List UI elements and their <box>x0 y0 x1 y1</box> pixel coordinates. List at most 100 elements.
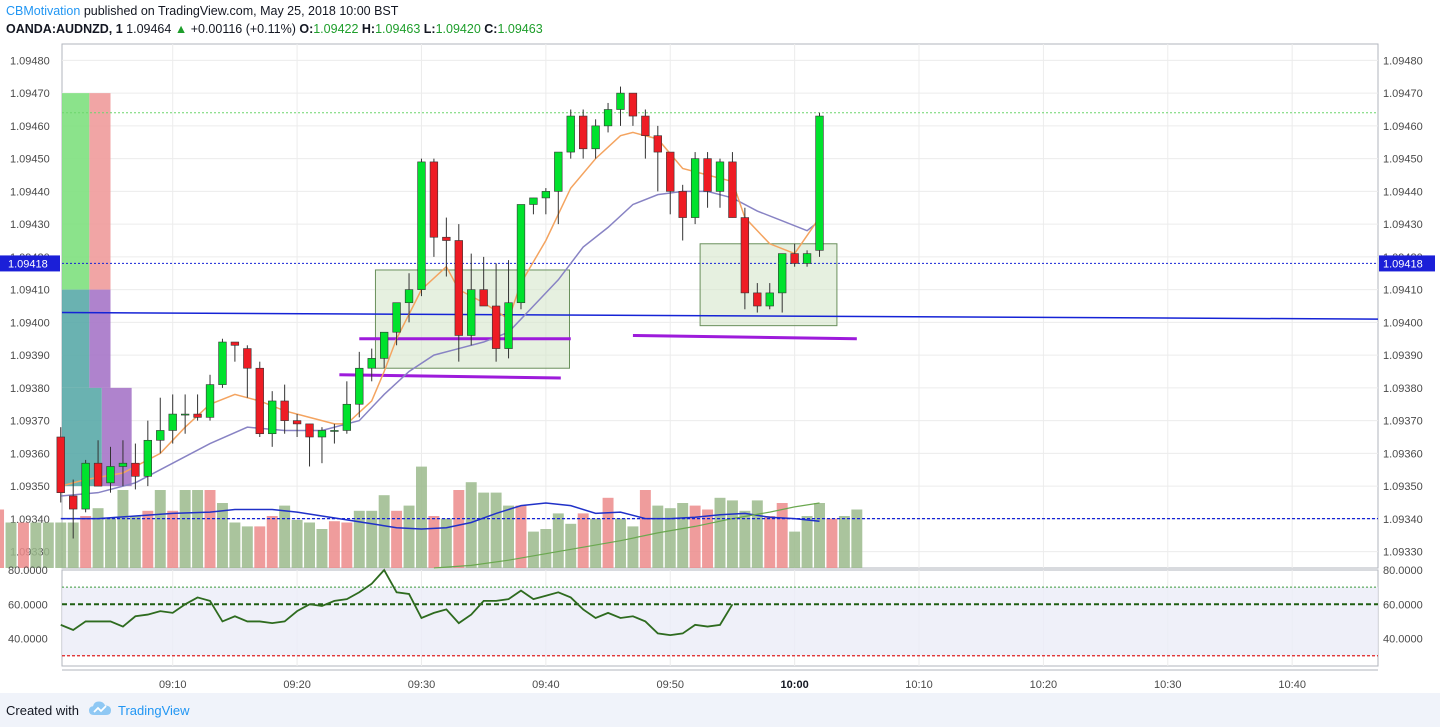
y-tick-left: 1.09390 <box>10 350 50 362</box>
volume-bar <box>602 497 614 568</box>
volume-bar <box>229 522 241 568</box>
volume-bar <box>814 503 825 568</box>
volume-bar <box>179 490 191 568</box>
volume-bar <box>515 505 527 568</box>
volume-bar <box>751 500 763 568</box>
volume-bar <box>291 519 303 568</box>
y-tick-right: 1.09400 <box>1383 317 1423 329</box>
last-price: 1.09464 <box>126 22 172 36</box>
candle-body <box>454 240 463 336</box>
y-tick-left: 1.09460 <box>10 121 50 133</box>
volume-bar <box>316 529 328 568</box>
candle-body <box>778 253 787 294</box>
y-tick-left: 1.09350 <box>10 481 50 493</box>
low-value: 1.09420 <box>435 22 481 36</box>
rsi-line <box>60 568 734 637</box>
y-tick-left: 1.09410 <box>10 285 50 297</box>
volume-ma-long-line <box>433 502 820 569</box>
volume-bar <box>266 516 278 568</box>
up-triangle-icon: ▲ <box>174 22 188 36</box>
y-tick-right: 1.09330 <box>1383 547 1423 559</box>
volume-bar <box>776 503 788 568</box>
tradingview-cloud-icon[interactable] <box>88 700 112 718</box>
volume-bar <box>17 522 29 568</box>
volume-bar <box>92 508 104 568</box>
candle-body <box>504 302 513 349</box>
candle-body <box>591 125 600 150</box>
candle-body <box>342 403 351 431</box>
candle-body <box>740 217 750 294</box>
volume-bar <box>565 523 577 568</box>
volume-bar <box>465 482 477 568</box>
candle-body <box>790 253 799 264</box>
volume-bar <box>30 522 42 568</box>
y-tick-left: 1.09380 <box>10 383 50 395</box>
candle-body <box>118 462 128 467</box>
candle-body <box>218 341 227 385</box>
rsi-tick-right: 60.0000 <box>1383 599 1423 611</box>
candle-body <box>579 115 588 150</box>
y-tick-left: 1.09370 <box>10 416 50 428</box>
volume-bar <box>428 516 440 568</box>
candle-body <box>765 292 774 307</box>
x-tick-label: 09:20 <box>283 679 311 691</box>
candle-body <box>641 115 650 137</box>
footer-bar: Created with TradingView <box>0 693 1440 727</box>
candle-body <box>156 430 165 441</box>
candle-body <box>728 161 737 218</box>
candle-body <box>703 158 712 192</box>
volume-bar <box>764 516 776 568</box>
candle-body <box>653 135 662 153</box>
created-with-text: Created with <box>6 703 79 718</box>
volume-bar <box>652 505 664 568</box>
candle-body <box>280 400 289 421</box>
x-tick-label: 10:30 <box>1154 679 1182 691</box>
y-tick-left: 1.09480 <box>10 55 50 67</box>
volume-bar <box>391 510 403 568</box>
candle-body <box>268 400 277 435</box>
candle-body <box>815 115 824 251</box>
y-tick-right: 1.09350 <box>1383 481 1423 493</box>
volume-bar <box>801 516 813 568</box>
volume-bar <box>851 509 863 568</box>
y-tick-right: 1.09370 <box>1383 416 1423 428</box>
volume-bar <box>590 518 602 568</box>
candle-body <box>193 413 202 418</box>
candle-body <box>442 236 451 241</box>
volume-bar <box>478 492 490 568</box>
volume-bar <box>279 505 291 568</box>
volume-bar <box>503 505 515 568</box>
volume-bar <box>353 510 365 568</box>
volume-bar <box>577 513 589 568</box>
y-tick-right: 1.09480 <box>1383 55 1423 67</box>
candle-body <box>616 92 625 110</box>
y-tick-left: 1.09430 <box>10 219 50 231</box>
close-value: 1.09463 <box>497 22 543 36</box>
high-label: H: <box>361 22 376 36</box>
y-tick-left: 1.09360 <box>10 448 50 460</box>
candle-body <box>93 462 103 487</box>
rsi-tick-left: 60.0000 <box>8 599 48 611</box>
candle-body <box>715 161 725 192</box>
y-tick-right: 1.09340 <box>1383 514 1423 526</box>
volume-bar <box>304 522 315 568</box>
candle-body <box>367 358 376 369</box>
candle-body <box>330 430 339 432</box>
candle-body <box>467 289 476 336</box>
low-label: L: <box>423 22 436 36</box>
symbol-name[interactable]: OANDA:AUDNZD, 1 <box>6 22 123 36</box>
y-tick-left: 1.09450 <box>10 154 50 166</box>
volume-bar <box>552 513 564 568</box>
candle-body <box>690 158 700 218</box>
price-badge-left-text: 1.09418 <box>8 258 48 270</box>
volume-bar <box>341 522 353 568</box>
x-tick-label: 10:40 <box>1278 679 1306 691</box>
candle-body <box>205 384 215 418</box>
candle-body <box>429 161 439 238</box>
candle-body <box>292 420 302 425</box>
y-tick-left: 1.09470 <box>10 88 50 100</box>
candle-body <box>628 92 638 117</box>
author-link[interactable]: CBMotivation <box>6 4 81 18</box>
tradingview-link[interactable]: TradingView <box>118 703 190 718</box>
